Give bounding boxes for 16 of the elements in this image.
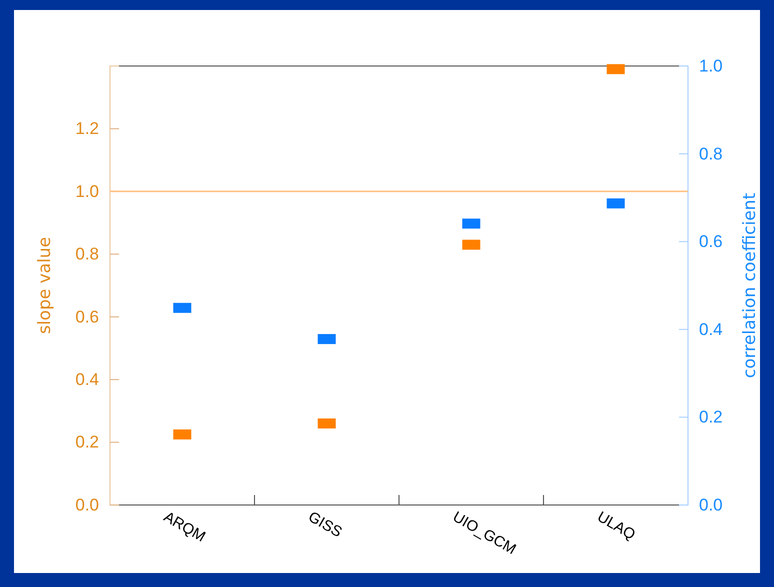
x-tick-label: GISS [305,508,345,541]
y-tick-label: 0.6 [75,307,99,326]
y-tick-label: 0.2 [75,432,99,452]
y2-tick-label: 0.0 [699,495,723,514]
y2-tick-label: 0.6 [699,232,723,252]
y-tick-label: 1.2 [75,119,99,138]
y-tick-label: 0.4 [75,370,99,390]
y-tick-label: 0.0 [75,495,99,514]
y2-tick-label: 0.2 [699,408,723,427]
y-axis-title: slope value [35,236,55,334]
y-tick-label: 0.8 [75,244,99,264]
y2-axis-title: correlation coefficient [740,192,760,378]
y-tick-label: 1.0 [75,182,99,201]
y2-tick-label: 1.0 [699,56,723,76]
y2-tick-label: 0.4 [699,320,723,339]
y2-tick-label: 0.8 [699,144,723,164]
